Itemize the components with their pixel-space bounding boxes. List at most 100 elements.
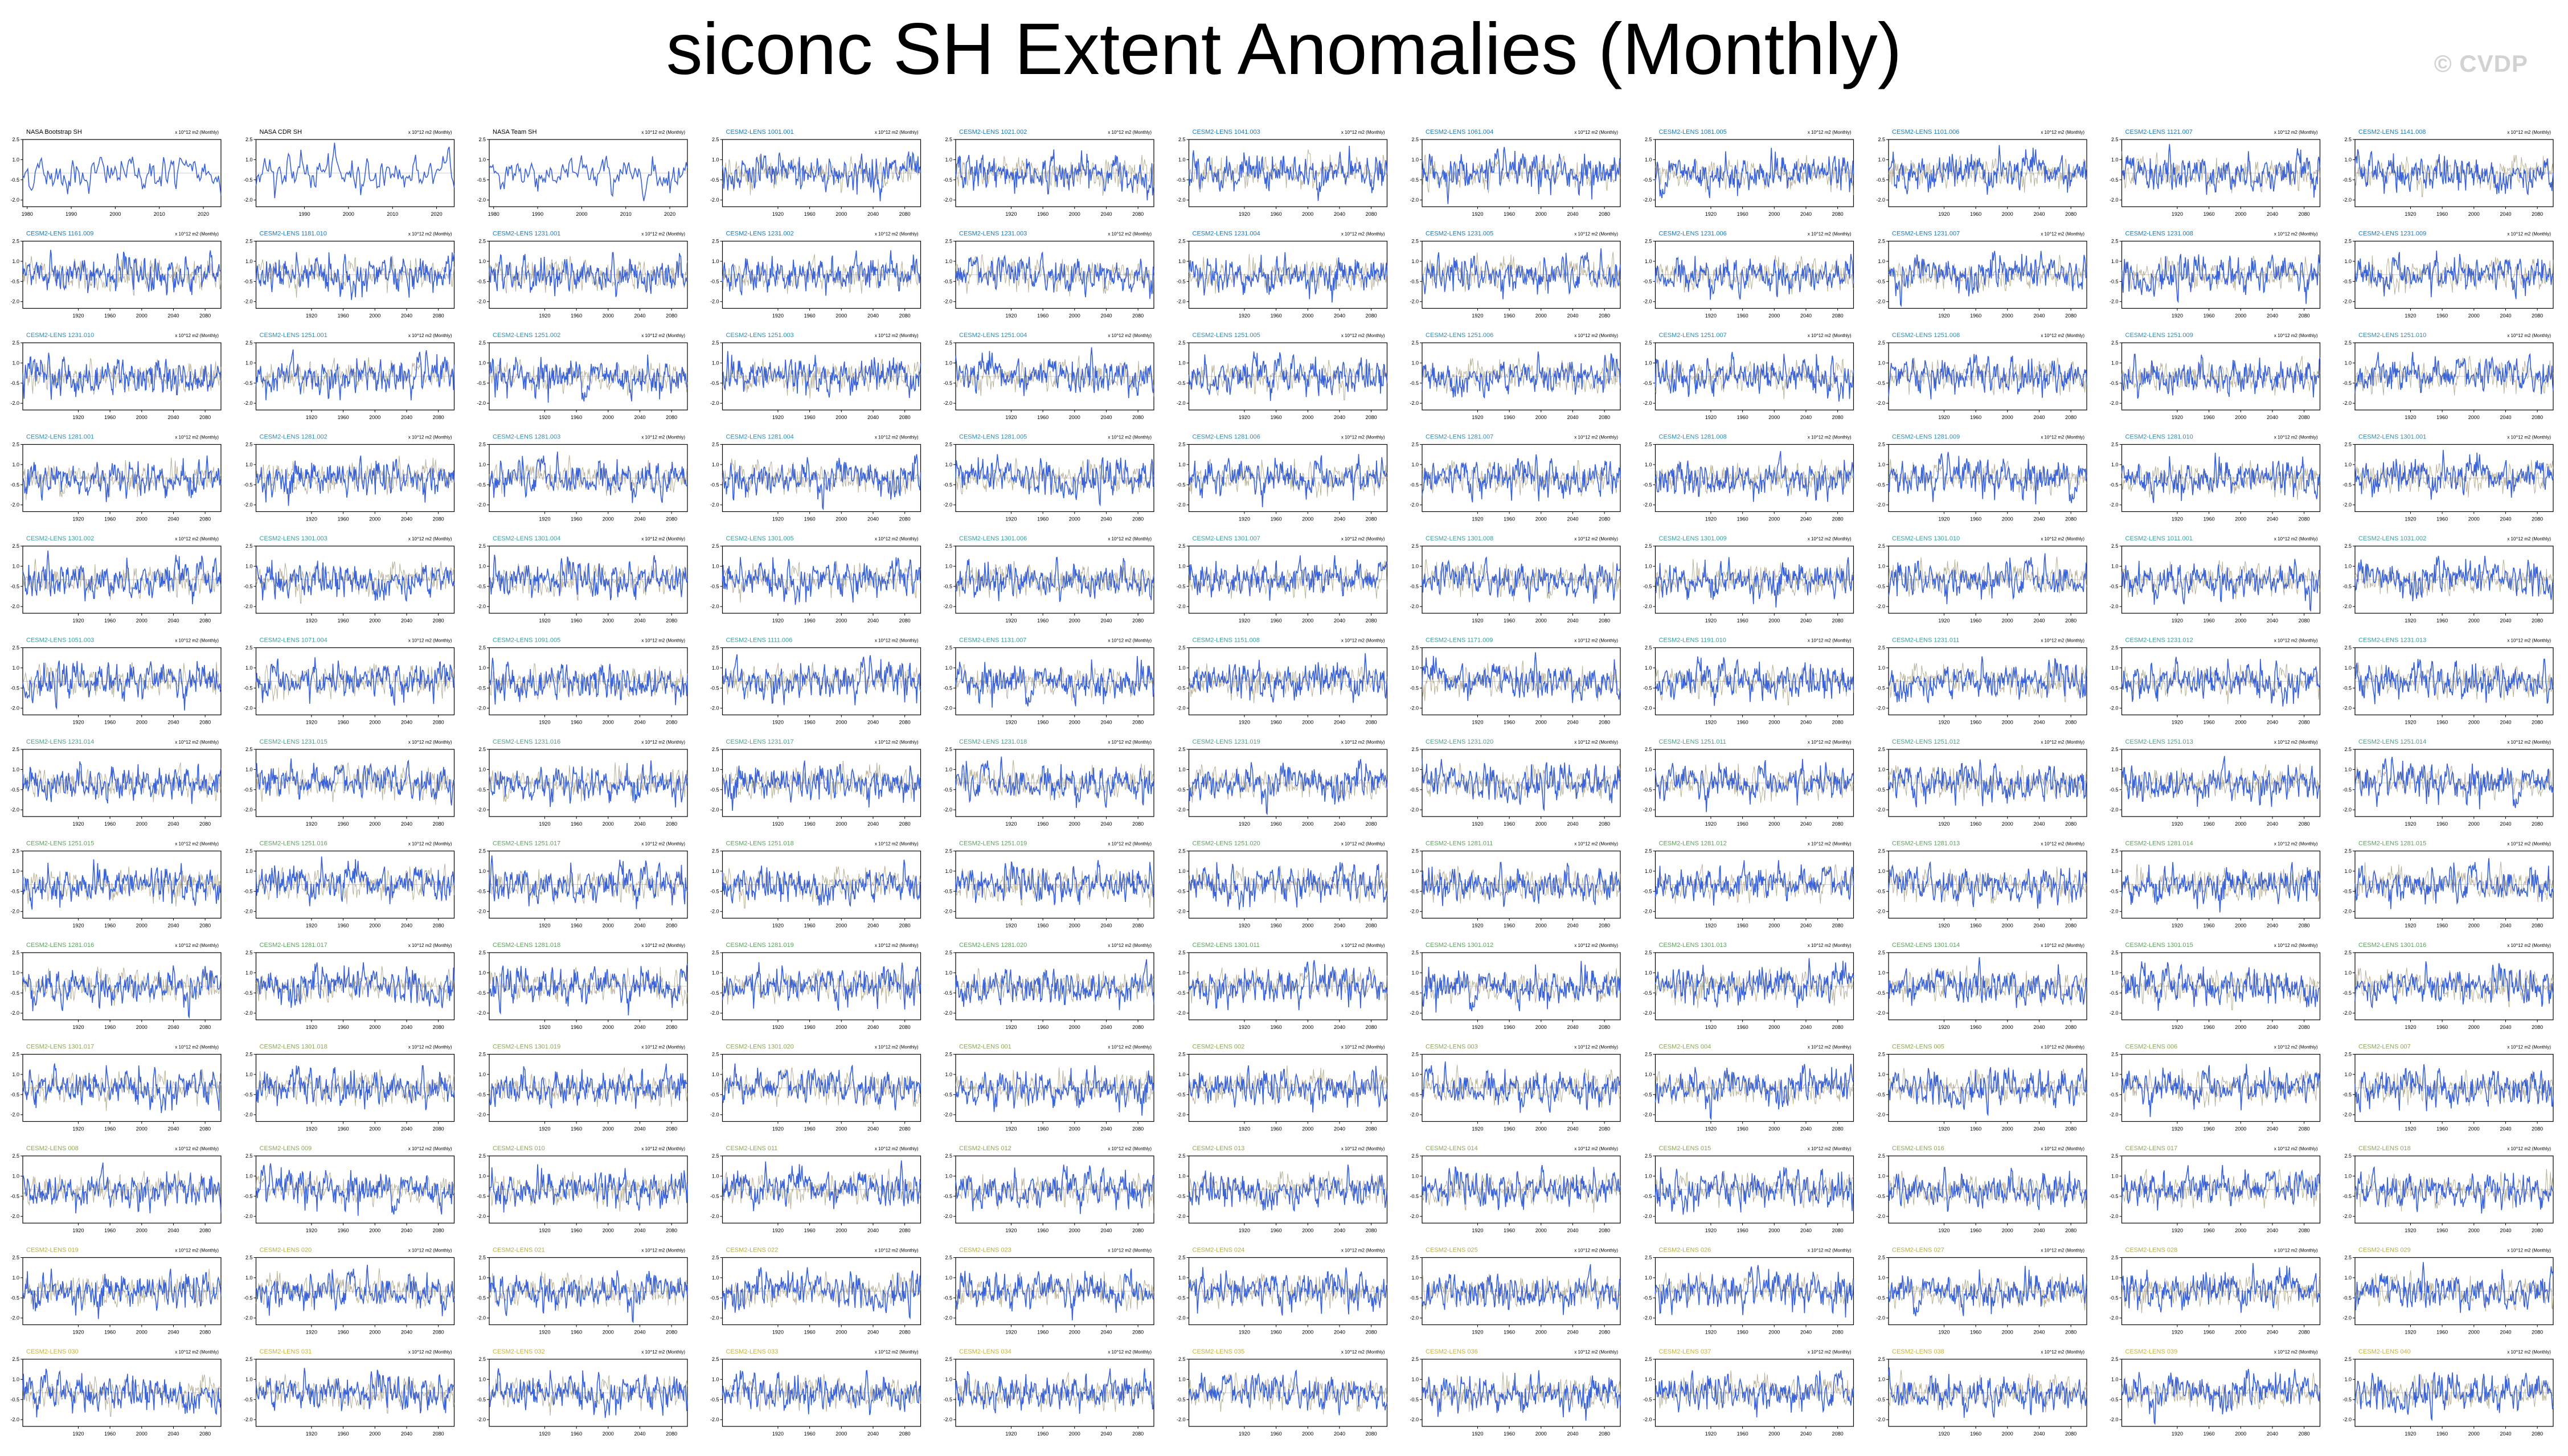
y-tick-label: 1.0 <box>1645 1173 1652 1179</box>
y-tick-label: -2.0 <box>1410 1213 1419 1219</box>
x-tick-label: 1960 <box>2436 415 2448 420</box>
y-tick-label: -0.5 <box>1643 1295 1652 1301</box>
x-tick-label: 1960 <box>804 415 816 420</box>
y-tick-label: -2.0 <box>1876 706 1885 711</box>
panel-title: CESM2-LENS 011 <box>726 1145 778 1152</box>
x-tick-label: 2000 <box>136 1024 148 1030</box>
series-line <box>955 1164 1154 1215</box>
y-tick-label: 2.5 <box>245 950 253 955</box>
y-tick-label: 1.0 <box>1178 1173 1186 1179</box>
panel-units: x 10^12 m2 (Monthly) <box>408 435 452 440</box>
panel-title: CESM2-LENS 040 <box>2358 1348 2411 1355</box>
secondary-series-line <box>1422 1172 1621 1213</box>
panel-units: x 10^12 m2 (Monthly) <box>875 638 919 643</box>
x-tick-label: 2040 <box>2500 720 2511 725</box>
y-tick-label: -2.0 <box>1410 1112 1419 1118</box>
x-tick-label: 2040 <box>1800 923 1812 929</box>
y-tick-label: 2.5 <box>1645 1255 1652 1261</box>
x-tick-label: 2040 <box>867 1228 879 1233</box>
y-tick-label: 1.0 <box>2344 462 2352 467</box>
y-tick-label: 2.5 <box>245 442 253 448</box>
x-tick-label: 1920 <box>1472 1126 1483 1132</box>
y-tick-label: 2.5 <box>12 645 19 651</box>
x-tick-label: 2040 <box>167 1024 179 1030</box>
ensemble-panel: CESM2-LENS 1071.004 x 10^12 m2 (Monthly)2… <box>244 637 455 725</box>
series-line <box>1654 1064 1854 1121</box>
x-tick-label: 1920 <box>72 923 84 929</box>
x-tick-label: 2000 <box>1069 1126 1080 1132</box>
panel-units: x 10^12 m2 (Monthly) <box>875 333 919 338</box>
series-line <box>2121 143 2321 198</box>
y-tick-label: 2.5 <box>1411 747 1419 752</box>
panel-title: CESM2-LENS 1301.012 <box>1426 942 1493 949</box>
y-tick-label: -0.5 <box>710 787 719 793</box>
y-tick-label: -0.5 <box>10 787 19 793</box>
secondary-series-line <box>2354 1168 2554 1212</box>
x-tick-label: 2080 <box>1132 211 1144 217</box>
panel-title: CESM2-LENS 004 <box>1659 1044 1711 1051</box>
x-tick-label: 1960 <box>1970 1024 1981 1030</box>
ensemble-panel: CESM2-LENS 1281.016 x 10^12 m2 (Monthly)2… <box>10 942 222 1030</box>
x-tick-label: 2000 <box>2235 1431 2246 1437</box>
x-tick-label: 1920 <box>306 821 317 827</box>
x-tick-label: 2080 <box>199 1228 211 1233</box>
x-tick-label: 1920 <box>72 1024 84 1030</box>
x-tick-label: 2080 <box>1132 1126 1144 1132</box>
y-tick-label: 2.5 <box>2111 747 2119 752</box>
x-tick-label: 1960 <box>571 720 582 725</box>
panel-units: x 10^12 m2 (Monthly) <box>641 638 685 643</box>
x-tick-label: 2080 <box>1366 415 1377 420</box>
y-tick-label: 1.0 <box>945 665 952 671</box>
x-tick-label: 1960 <box>1037 1024 1049 1030</box>
y-tick-label: -0.5 <box>2110 685 2119 691</box>
x-tick-label: 2040 <box>1800 1431 1812 1437</box>
y-tick-label: 2.5 <box>12 747 19 752</box>
y-tick-label: -2.0 <box>1410 400 1419 406</box>
ensemble-panel: CESM2-LENS 1231.002 x 10^12 m2 (Monthly)2… <box>710 231 921 319</box>
y-tick-label: -0.5 <box>2110 278 2119 284</box>
secondary-series-line <box>22 762 222 802</box>
y-tick-label: 2.5 <box>1645 239 1652 244</box>
x-tick-label: 2080 <box>2299 516 2310 522</box>
y-tick-label: -0.5 <box>1876 888 1885 894</box>
panel-units: x 10^12 m2 (Monthly) <box>641 842 685 847</box>
panel-units: x 10^12 m2 (Monthly) <box>1108 435 1152 440</box>
y-tick-label: 1.0 <box>12 563 19 569</box>
y-tick-label: -2.0 <box>2342 1112 2352 1118</box>
x-tick-label: 1920 <box>1705 516 1717 522</box>
y-tick-label: 2.5 <box>712 543 719 549</box>
panel-title: CESM2-LENS 1301.008 <box>1426 535 1493 542</box>
x-tick-label: 2020 <box>664 211 675 217</box>
x-tick-label: 1960 <box>1271 821 1282 827</box>
panel-units: x 10^12 m2 (Monthly) <box>875 1045 919 1050</box>
series-line <box>489 1270 688 1324</box>
x-tick-label: 1960 <box>1037 1228 1049 1233</box>
x-tick-label: 1960 <box>804 1330 816 1335</box>
series-line <box>722 859 921 907</box>
secondary-series-line <box>955 760 1154 801</box>
y-tick-label: -2.0 <box>710 1315 719 1321</box>
y-tick-label: -0.5 <box>477 1092 486 1097</box>
x-tick-label: 1960 <box>571 1330 582 1335</box>
x-tick-label: 2080 <box>199 1431 211 1437</box>
y-tick-label: -2.0 <box>1177 400 1186 406</box>
x-tick-label: 2040 <box>1334 415 1345 420</box>
panel-units: x 10^12 m2 (Monthly) <box>2507 943 2551 948</box>
y-tick-label: -0.5 <box>710 1295 719 1301</box>
x-tick-label: 2000 <box>136 618 148 624</box>
x-tick-label: 2080 <box>1366 1330 1377 1335</box>
panel-title: CESM2-LENS 1251.011 <box>1659 739 1726 745</box>
x-tick-label: 2080 <box>666 720 677 725</box>
y-tick-label: 1.0 <box>1411 259 1419 264</box>
y-tick-label: 2.5 <box>245 645 253 651</box>
y-tick-label: -0.5 <box>2342 177 2352 183</box>
y-tick-label: 2.5 <box>12 239 19 244</box>
x-tick-label: 2000 <box>2235 1024 2246 1030</box>
series-line <box>2121 559 2321 612</box>
series-line <box>1888 861 2087 909</box>
ensemble-panel: CESM2-LENS 1281.009 x 10^12 m2 (Monthly)2… <box>1876 434 2087 522</box>
series-line <box>2121 1165 2321 1211</box>
y-tick-label: 2.5 <box>478 1052 486 1057</box>
panel-title: CESM2-LENS 033 <box>726 1348 779 1355</box>
x-tick-label: 1920 <box>1472 1330 1483 1335</box>
